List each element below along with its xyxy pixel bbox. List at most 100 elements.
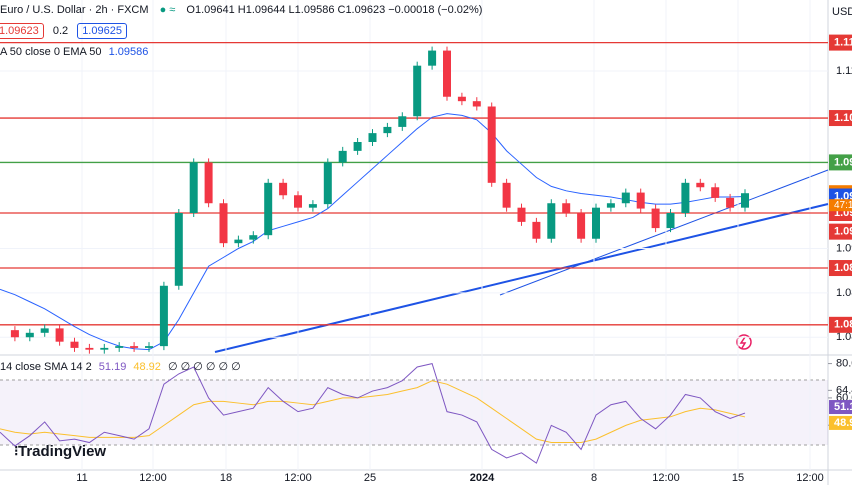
- candle: [606, 203, 615, 208]
- rsi-empties: ∅ ∅ ∅ ∅ ∅ ∅: [167, 361, 241, 373]
- candle: [651, 208, 660, 229]
- candle: [338, 150, 347, 163]
- candle: [279, 182, 288, 196]
- candle: [234, 239, 243, 244]
- ema-legend-text: A 50 close 0 EMA 50: [0, 46, 102, 58]
- candle: [383, 126, 392, 134]
- level-tag-label: 1.11: [834, 37, 852, 49]
- candle: [726, 197, 735, 208]
- rsi-ma-line: [0, 380, 746, 444]
- candle: [368, 133, 377, 142]
- rsi-ma-value: 48.92: [133, 361, 161, 373]
- time-label: 12:00: [796, 472, 824, 484]
- rsi-legend-text: 14 close SMA 14 2: [0, 361, 92, 373]
- candle: [40, 328, 49, 333]
- candle: [10, 330, 19, 338]
- candle: [353, 142, 362, 151]
- rsi-tick-label: 64.4: [836, 384, 852, 396]
- rsi-band: [0, 380, 828, 445]
- candle: [85, 347, 94, 350]
- time-label: 2024: [470, 472, 495, 484]
- candle: [457, 96, 466, 102]
- rsi-tag-label: 51.1: [834, 401, 852, 413]
- candle: [398, 116, 407, 127]
- candle: [517, 207, 526, 222]
- candle: [219, 203, 228, 244]
- logo-mark: ⁝: [14, 443, 18, 459]
- candle: [487, 106, 496, 183]
- sell-button[interactable]: 1.09623: [0, 23, 44, 39]
- rsi-tick-label: 80.00: [836, 357, 852, 369]
- candle: [621, 192, 630, 204]
- candle: [249, 235, 258, 240]
- rsi-tag-label: 48.9: [834, 417, 852, 429]
- candle: [115, 346, 124, 348]
- time-label: 18: [220, 472, 232, 484]
- candle: [472, 101, 481, 107]
- flash-icon-circle: [736, 334, 752, 350]
- candle: [681, 182, 690, 213]
- level-tag-label: 1.08: [834, 319, 852, 331]
- candle: [592, 207, 600, 239]
- rsi-tag: [829, 415, 852, 430]
- flash-icon-bolt: [739, 336, 747, 349]
- candle: [145, 346, 153, 348]
- y-tick-label: 1.08: [836, 331, 852, 343]
- price-tag-label: 1.09: [834, 226, 852, 238]
- level-tag: [829, 154, 852, 171]
- trendline-thin: [499, 169, 829, 296]
- candle: [308, 204, 317, 208]
- time-label: 25: [364, 472, 376, 484]
- candle: [577, 213, 586, 239]
- rsi-value: 51.19: [98, 361, 127, 373]
- candle: [189, 162, 198, 213]
- y-tick-label: 1.08: [836, 287, 852, 299]
- y-tick-label: 1.11: [836, 65, 852, 77]
- flash-icon[interactable]: [736, 334, 752, 350]
- level-tag: [829, 316, 852, 333]
- trendline: [214, 203, 829, 353]
- candle: [562, 203, 571, 213]
- time-label: 8: [591, 472, 597, 484]
- candle: [428, 50, 437, 66]
- level-tag-label: 1.10: [834, 112, 852, 124]
- axis-unit: USD: [832, 6, 852, 18]
- status: ● ≈: [159, 4, 176, 16]
- spread: 0.2: [52, 25, 69, 37]
- logo: ⁝ TradingView: [14, 443, 106, 460]
- time-label: 11: [76, 472, 87, 484]
- y-tick-label: 1.09: [836, 242, 852, 254]
- header-row: Euro / U.S. Dollar · 2h · FXCM ● ≈ O1.09…: [0, 4, 482, 16]
- ema-line: [0, 113, 746, 351]
- candle: [666, 213, 675, 229]
- symbol[interactable]: Euro / U.S. Dollar · 2h · FXCM: [0, 4, 149, 16]
- candle: [159, 285, 168, 347]
- candle: [25, 332, 34, 338]
- candle: [547, 203, 556, 239]
- price-tag: [829, 223, 852, 240]
- rsi-line: [0, 362, 746, 464]
- candle: [294, 195, 302, 208]
- time-label: 15: [732, 472, 744, 484]
- time-label: 12:00: [652, 472, 680, 484]
- rsi-tag: [829, 400, 852, 415]
- candle: [130, 346, 139, 348]
- level-tag: [829, 34, 852, 51]
- candle: [413, 65, 422, 117]
- level-tag: [829, 260, 852, 277]
- candle: [741, 193, 749, 208]
- ohlc: O1.09641 H1.09644 L1.09586 C1.09623 −0.0…: [186, 4, 483, 16]
- logo-text: TradingView: [18, 443, 106, 460]
- candle: [204, 162, 213, 204]
- candle: [502, 182, 511, 208]
- time-label: 12:00: [284, 472, 312, 484]
- countdown-bg: [829, 199, 852, 212]
- ema-legend: A 50 close 0 EMA 50 1.09586: [0, 46, 148, 58]
- candle: [264, 182, 273, 236]
- candle: [696, 182, 705, 188]
- buy-button[interactable]: 1.09625: [77, 23, 127, 39]
- candle: [323, 162, 332, 205]
- candle: [443, 50, 451, 97]
